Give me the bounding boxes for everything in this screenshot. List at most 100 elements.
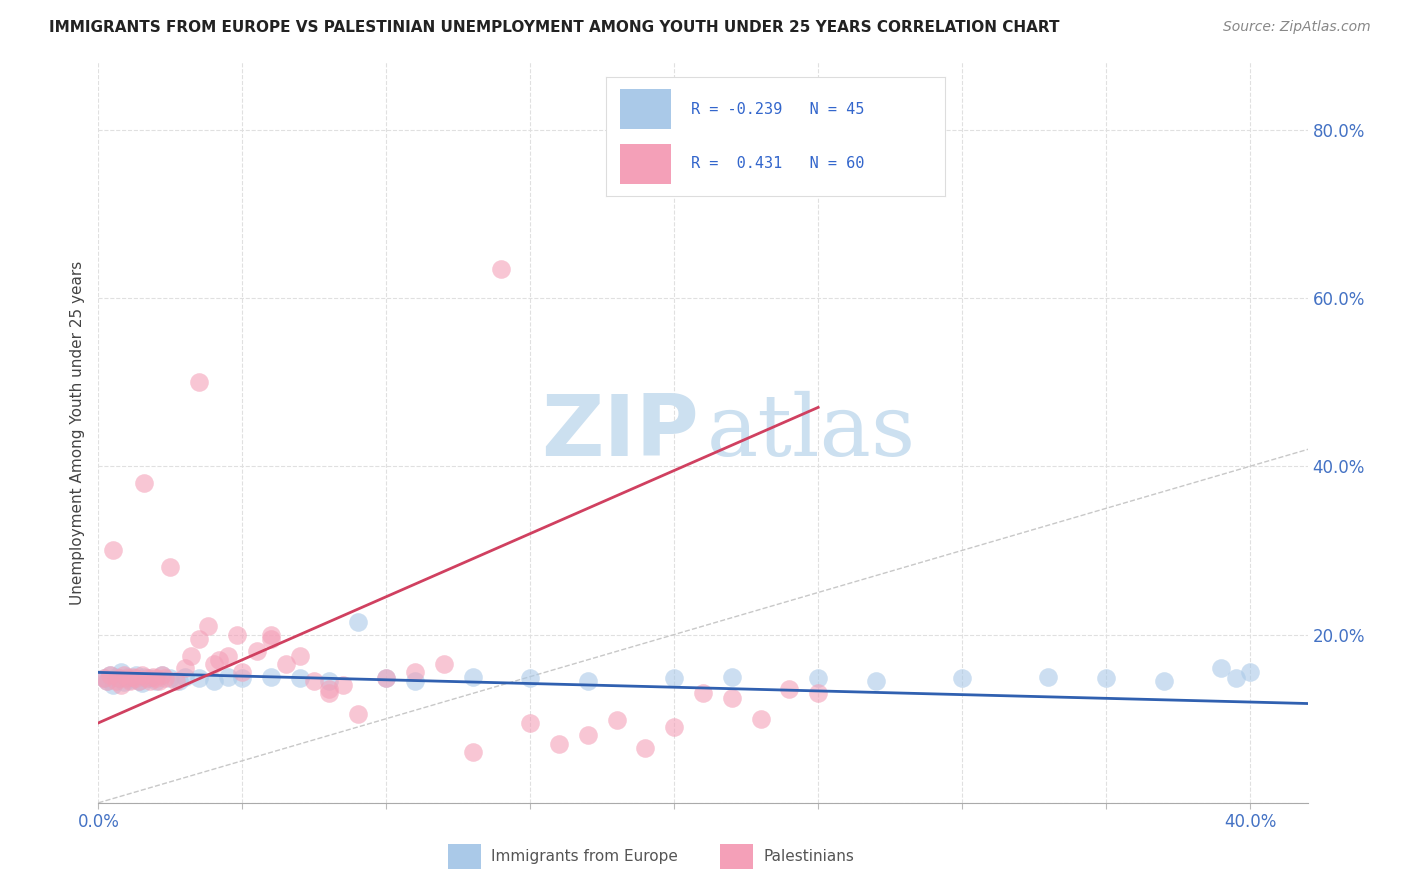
Point xyxy=(1153,673,1175,688)
Point xyxy=(202,657,225,671)
Point xyxy=(519,715,541,730)
Point xyxy=(98,668,121,682)
Point xyxy=(332,678,354,692)
Point xyxy=(749,712,772,726)
Text: Source: ZipAtlas.com: Source: ZipAtlas.com xyxy=(1223,20,1371,34)
Point xyxy=(231,665,253,680)
Point xyxy=(188,375,211,389)
Text: atlas: atlas xyxy=(707,391,915,475)
Point xyxy=(231,671,253,685)
Point xyxy=(107,671,129,685)
Point xyxy=(139,671,162,685)
Point xyxy=(318,682,340,697)
Point xyxy=(217,670,239,684)
Point xyxy=(692,686,714,700)
Point xyxy=(807,671,830,685)
Text: ZIP: ZIP xyxy=(541,391,699,475)
Point xyxy=(1095,671,1118,685)
Point xyxy=(120,673,142,688)
Point xyxy=(165,673,187,688)
Point xyxy=(720,690,742,705)
Point xyxy=(104,670,127,684)
Point xyxy=(107,671,129,685)
Point xyxy=(375,671,398,685)
Point xyxy=(433,657,456,671)
Point xyxy=(548,737,571,751)
Point xyxy=(260,670,283,684)
Point xyxy=(865,673,887,688)
Point xyxy=(96,673,118,688)
Y-axis label: Unemployment Among Youth under 25 years: Unemployment Among Youth under 25 years xyxy=(70,260,86,605)
Point xyxy=(142,670,165,684)
Point xyxy=(150,668,173,682)
Point xyxy=(93,671,115,685)
Point xyxy=(120,673,142,687)
Point xyxy=(98,668,121,682)
Point xyxy=(404,665,426,680)
Text: IMMIGRANTS FROM EUROPE VS PALESTINIAN UNEMPLOYMENT AMONG YOUTH UNDER 25 YEARS CO: IMMIGRANTS FROM EUROPE VS PALESTINIAN UN… xyxy=(49,20,1060,35)
Point xyxy=(104,673,127,688)
Point xyxy=(134,476,156,491)
Point xyxy=(576,673,599,688)
Point xyxy=(1038,670,1060,684)
Point xyxy=(208,653,231,667)
Point xyxy=(461,745,484,759)
Point xyxy=(101,543,124,558)
Point xyxy=(576,729,599,743)
Point xyxy=(136,671,159,685)
Point xyxy=(145,673,167,688)
Point xyxy=(115,671,138,685)
Point xyxy=(159,560,181,574)
Point xyxy=(188,632,211,646)
Point xyxy=(125,671,148,685)
Point xyxy=(404,673,426,688)
Point xyxy=(101,678,124,692)
Point xyxy=(150,668,173,682)
Point xyxy=(346,615,368,629)
Point xyxy=(950,671,973,685)
Point xyxy=(188,671,211,685)
Point xyxy=(159,671,181,685)
Point xyxy=(110,665,132,680)
Point xyxy=(288,648,311,663)
Point xyxy=(145,671,167,685)
Point xyxy=(110,678,132,692)
Point xyxy=(375,671,398,685)
Point xyxy=(606,714,628,728)
Point xyxy=(197,619,219,633)
Point xyxy=(519,671,541,685)
Point xyxy=(346,707,368,722)
Point xyxy=(134,670,156,684)
Point xyxy=(167,673,190,688)
Point xyxy=(634,741,657,756)
Point xyxy=(125,668,148,682)
Point xyxy=(720,670,742,684)
Point xyxy=(225,627,247,641)
Point xyxy=(1225,671,1247,685)
Point xyxy=(318,686,340,700)
Point xyxy=(491,261,513,276)
Point xyxy=(1211,661,1233,675)
Point xyxy=(260,627,283,641)
Point xyxy=(807,686,830,700)
Point xyxy=(173,661,195,675)
Point xyxy=(131,676,153,690)
Point xyxy=(122,670,145,684)
Point xyxy=(112,675,135,690)
Point xyxy=(778,682,800,697)
Point xyxy=(131,668,153,682)
Point xyxy=(288,671,311,685)
Point xyxy=(664,671,686,685)
Point xyxy=(139,673,162,688)
Point xyxy=(180,648,202,663)
Point xyxy=(260,632,283,646)
Point xyxy=(202,673,225,688)
Point xyxy=(128,673,150,688)
Point xyxy=(304,673,326,688)
Point xyxy=(246,644,269,658)
Point xyxy=(148,673,170,688)
Point xyxy=(274,657,297,671)
Point xyxy=(115,670,138,684)
Point xyxy=(1239,665,1261,680)
Point xyxy=(128,673,150,688)
